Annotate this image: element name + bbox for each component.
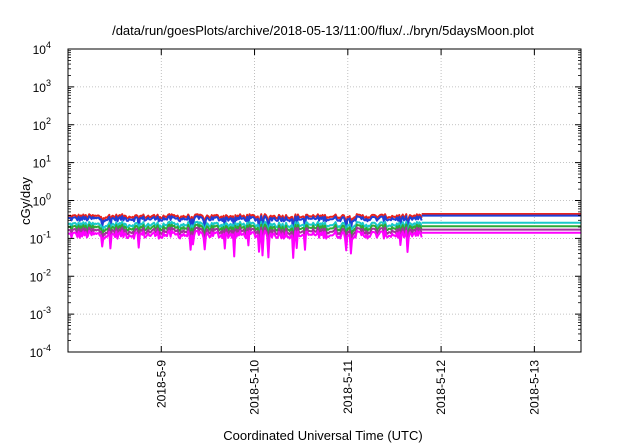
y-tick-label: 100	[33, 192, 51, 209]
x-tick-label: 2018-5-12	[434, 360, 448, 415]
y-tick-base: 10	[30, 346, 44, 360]
x-axis: 2018-5-9 2018-5-10 2018-5-11 2018-5-12 2018-…	[154, 49, 541, 415]
y-tick-base: 10	[33, 81, 47, 95]
y-tick-label: 101	[33, 154, 51, 171]
series-line	[67, 223, 423, 249]
y-tick-base: 10	[33, 43, 47, 57]
y-tick-label: 10-3	[30, 305, 51, 322]
plot-frame	[67, 48, 582, 353]
y-tick-base: 10	[30, 270, 44, 284]
x-tick-label: 2018-5-11	[341, 360, 355, 414]
y-tick-exponent: 2	[46, 116, 51, 126]
series-line	[67, 229, 423, 259]
y-tick-label: 103	[33, 78, 51, 95]
grid	[68, 49, 581, 352]
series-line	[67, 213, 423, 231]
series-line	[67, 226, 423, 254]
x-tick-label: 2018-5-13	[527, 360, 541, 415]
x-axis-label: Coordinated Universal Time (UTC)	[223, 428, 422, 443]
y-tick-exponent: 1	[46, 154, 51, 164]
y-tick-exponent: -4	[43, 343, 51, 353]
y-tick-base: 10	[30, 308, 44, 322]
y-tick-base: 10	[33, 119, 47, 133]
series-line	[67, 220, 423, 243]
x-tick-label: 2018-5-9	[154, 360, 168, 408]
y-axis-label: cGy/day	[18, 177, 33, 225]
y-tick-label: 102	[33, 116, 51, 133]
y-tick-exponent: -2	[43, 267, 51, 277]
y-tick-base: 10	[30, 232, 44, 246]
y-tick-label: 104	[33, 40, 51, 57]
y-tick-exponent: 3	[46, 78, 51, 88]
x-tick-label: 2018-5-10	[248, 360, 262, 415]
y-tick-base: 10	[33, 195, 47, 209]
y-tick-exponent: -1	[43, 229, 51, 239]
y-tick-exponent: -3	[43, 305, 51, 315]
series-line	[67, 215, 423, 235]
series-group	[67, 213, 581, 259]
y-tick-label: 10-4	[30, 343, 51, 360]
y-tick-base: 10	[33, 157, 47, 171]
y-tick-exponent: 0	[46, 192, 51, 202]
chart-title: /data/run/goesPlots/archive/2018-05-13/1…	[112, 23, 534, 38]
y-tick-label: 10-1	[30, 229, 51, 246]
y-tick-exponent: 4	[46, 40, 51, 50]
y-tick-label: 10-2	[30, 267, 51, 284]
